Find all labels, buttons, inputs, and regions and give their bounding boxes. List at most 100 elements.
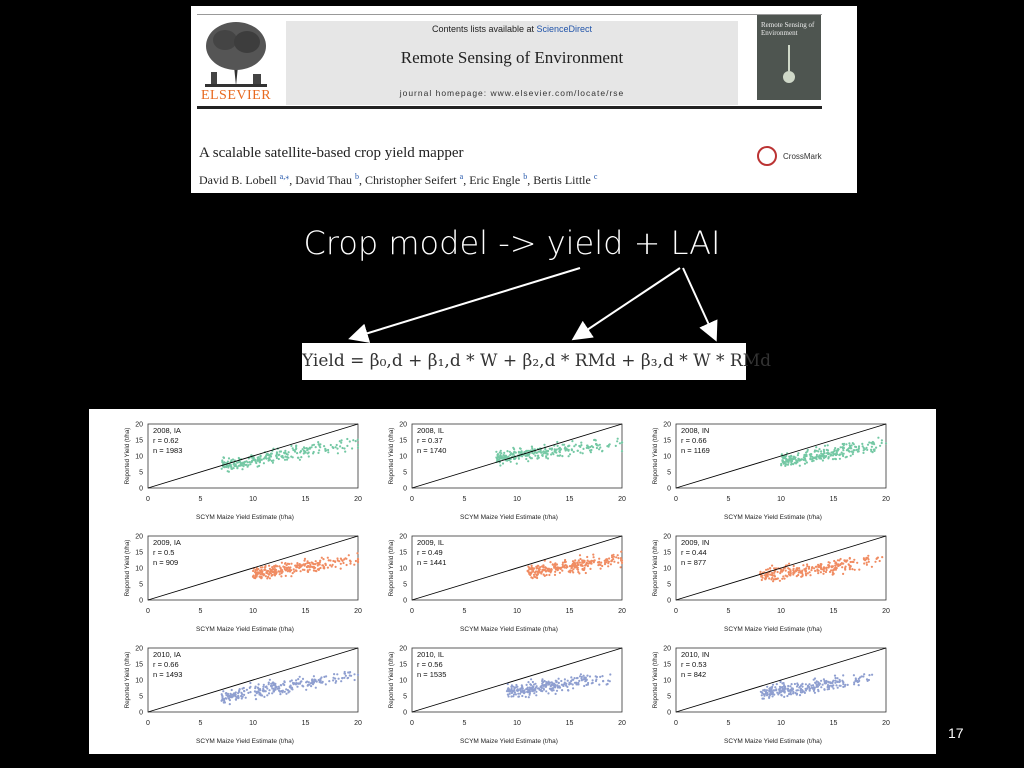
data-point <box>769 567 772 570</box>
data-point <box>796 454 800 457</box>
author-affiliation[interactable]: a,⁎ <box>279 172 290 181</box>
data-point <box>584 564 587 567</box>
data-point <box>826 684 830 687</box>
data-point <box>804 568 807 572</box>
data-point <box>224 692 227 695</box>
data-point <box>507 687 510 690</box>
y-tick-label: 15 <box>135 662 143 669</box>
data-point <box>506 682 509 686</box>
data-point <box>592 553 595 556</box>
data-point <box>348 440 351 443</box>
data-point <box>808 683 811 686</box>
data-point <box>544 448 547 451</box>
data-point <box>243 689 246 693</box>
data-point <box>256 568 259 571</box>
data-point <box>250 460 253 463</box>
data-point <box>804 683 808 686</box>
data-point <box>230 467 234 470</box>
data-point <box>540 689 543 692</box>
data-point <box>266 694 269 697</box>
x-tick-label: 10 <box>249 720 257 727</box>
y-tick-label: 10 <box>135 678 143 685</box>
data-point <box>531 451 534 455</box>
author-affiliation[interactable]: a <box>459 172 464 181</box>
data-point <box>290 455 293 458</box>
data-point <box>498 451 501 454</box>
data-point <box>788 455 792 458</box>
data-point <box>832 568 835 571</box>
data-point <box>866 448 869 451</box>
data-point <box>801 569 804 572</box>
data-point <box>783 577 786 580</box>
data-point <box>314 686 317 689</box>
data-point <box>820 686 823 689</box>
data-point <box>823 452 826 455</box>
data-point <box>563 447 566 450</box>
data-point <box>553 682 556 685</box>
data-point <box>844 565 847 568</box>
data-point <box>853 558 856 561</box>
data-point <box>230 688 233 692</box>
author-affiliation[interactable]: b <box>354 172 359 181</box>
arrow-to-beta0 <box>348 267 581 343</box>
data-point <box>343 676 346 679</box>
sciencedirect-link[interactable]: ScienceDirect <box>536 24 593 34</box>
data-point <box>510 684 513 687</box>
author-name: Christopher Seifert <box>364 173 460 187</box>
data-point <box>578 679 581 682</box>
data-point <box>582 568 585 572</box>
author-affiliation[interactable]: b <box>523 172 528 181</box>
x-tick-label: 10 <box>777 720 785 727</box>
data-point <box>332 559 335 563</box>
data-point <box>241 468 244 471</box>
data-point <box>237 696 240 699</box>
data-point <box>279 566 282 570</box>
panel-label: 2010, IA <box>153 650 181 659</box>
x-tick-label: 15 <box>302 608 310 615</box>
data-point <box>554 570 557 573</box>
panel-r-value: r = 0.53 <box>681 660 707 669</box>
data-point <box>336 673 339 676</box>
data-point <box>571 683 574 686</box>
data-point <box>579 557 582 561</box>
data-point <box>283 566 286 570</box>
data-point <box>837 564 840 568</box>
y-axis-label: Reported Yield (t/ha) <box>652 652 659 709</box>
data-point <box>229 696 232 699</box>
data-point <box>620 550 623 553</box>
data-point <box>607 679 610 682</box>
data-point <box>544 684 548 687</box>
data-point <box>537 454 540 457</box>
data-point <box>498 456 501 459</box>
article-title: A scalable satellite-based crop yield ma… <box>199 145 464 161</box>
data-point <box>795 693 798 696</box>
data-point <box>599 567 602 570</box>
data-point <box>255 575 258 578</box>
author-affiliation[interactable]: c <box>593 172 598 181</box>
panel-label: 2009, IL <box>417 538 444 547</box>
data-point <box>808 689 811 692</box>
data-point <box>295 564 298 567</box>
data-point <box>509 689 512 692</box>
data-point <box>530 571 533 574</box>
crossmark-badge[interactable]: CrossMark <box>757 146 847 168</box>
data-point <box>328 680 331 683</box>
data-point <box>587 562 590 565</box>
data-point <box>501 458 504 461</box>
data-point <box>563 560 567 563</box>
data-point <box>271 692 274 695</box>
data-point <box>495 450 498 453</box>
data-point <box>595 675 598 679</box>
data-point <box>239 464 242 467</box>
data-point <box>555 681 558 684</box>
data-point <box>839 557 842 561</box>
data-point <box>580 441 583 444</box>
data-point <box>299 451 302 454</box>
data-point <box>351 447 354 450</box>
data-point <box>601 449 604 452</box>
data-point <box>787 684 790 688</box>
data-point <box>760 575 763 578</box>
data-point <box>615 556 618 559</box>
data-point <box>553 566 556 569</box>
data-point <box>788 458 792 461</box>
